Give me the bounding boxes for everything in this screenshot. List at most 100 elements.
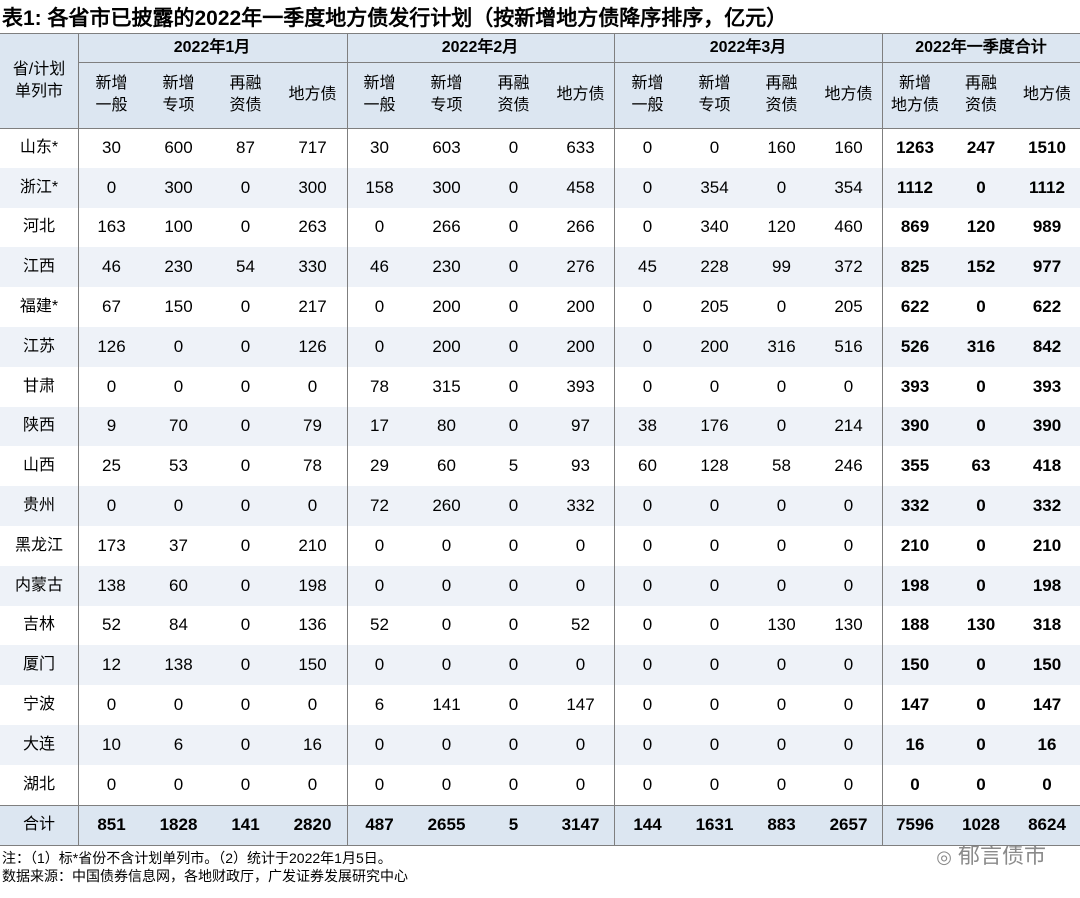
row-label: 山东*	[19, 138, 59, 156]
table-cell: 0	[709, 376, 720, 396]
table-cell: 0	[508, 615, 519, 635]
table-cell: 0	[240, 655, 251, 675]
table-cell: 67	[102, 297, 121, 317]
subheader: 新增 专项	[145, 62, 212, 128]
row-label: 江苏	[22, 337, 55, 355]
row-stripe	[0, 725, 1080, 765]
subheader: 新增 一般	[78, 62, 145, 128]
table-cell: 318	[1032, 615, 1062, 635]
table-cell: 160	[767, 137, 796, 157]
table-cell: 0	[843, 734, 854, 754]
table-cell: 0	[106, 496, 117, 516]
table-cell: 0	[575, 774, 586, 794]
table-cell: 0	[374, 336, 385, 356]
table-cell: 210	[298, 535, 327, 555]
table-cell: 0	[441, 655, 452, 675]
table-cell: 205	[834, 297, 863, 317]
table-cell: 1112	[1029, 177, 1065, 197]
table-cell: 247	[966, 137, 996, 157]
row-label: 黑龙江	[14, 536, 63, 554]
table-cell: 147	[566, 695, 595, 715]
table-cell: 173	[97, 535, 126, 555]
corner-line: 省/计划	[12, 60, 66, 78]
table-cell: 84	[169, 615, 188, 635]
subheader-line: 再融	[497, 75, 530, 92]
table-cell: 210	[1032, 535, 1062, 555]
subheader-line: 新增	[363, 75, 396, 92]
table-cell: 78	[370, 376, 389, 396]
table-cell: 8624	[1028, 814, 1066, 834]
table-cell: 603	[432, 137, 461, 157]
table-cell: 0	[776, 297, 787, 317]
table-cell: 144	[633, 814, 662, 834]
table-cell: 0	[508, 774, 519, 794]
table-cell: 372	[834, 257, 863, 277]
table-cell: 516	[834, 336, 863, 356]
table-cell: 0	[642, 774, 653, 794]
table-cell: 332	[566, 496, 595, 516]
table-cell: 2655	[427, 814, 466, 834]
row-label: 内蒙古	[14, 576, 63, 594]
table-cell: 458	[566, 177, 595, 197]
table-cell: 138	[164, 655, 193, 675]
row-label: 陕西	[22, 417, 55, 435]
table-cell: 198	[298, 575, 327, 595]
table-cell: 45	[638, 257, 657, 277]
table-cell: 0	[709, 535, 720, 555]
table-cell: 390	[1032, 416, 1062, 436]
table-cell: 60	[169, 575, 188, 595]
table-cell: 53	[169, 456, 188, 476]
table-cell: 1828	[159, 814, 198, 834]
table-cell: 869	[900, 217, 930, 237]
table-cell: 46	[370, 257, 389, 277]
table-cell: 0	[508, 297, 519, 317]
table-cell: 188	[900, 615, 930, 635]
table-cell: 851	[97, 814, 126, 834]
rule	[0, 804, 1080, 806]
table-cell: 93	[571, 456, 590, 476]
table-cell: 38	[638, 416, 657, 436]
table-cell: 80	[437, 416, 456, 436]
rule	[0, 128, 1080, 129]
table-cell: 526	[900, 336, 930, 356]
table-cell: 0	[575, 655, 586, 675]
table-cell: 17	[370, 416, 389, 436]
table-cell: 989	[1032, 217, 1062, 237]
table-cell: 0	[240, 695, 251, 715]
table-cell: 16	[1037, 734, 1057, 754]
table-cell: 332	[1032, 496, 1062, 516]
table-cell: 37	[169, 535, 188, 555]
table-cell: 622	[1032, 297, 1062, 317]
row-stripe	[0, 167, 1080, 208]
table-cell: 46	[102, 257, 121, 277]
table-cell: 0	[843, 535, 854, 555]
table-cell: 600	[164, 137, 193, 157]
subheader: 新增 专项	[681, 62, 748, 128]
table-cell: 0	[776, 535, 787, 555]
table-cell: 0	[106, 177, 117, 197]
row-label: 江西	[22, 258, 55, 276]
group-header: 2022年一季度合计	[915, 38, 1047, 56]
table-cell: 0	[776, 774, 787, 794]
table-cell: 0	[709, 615, 720, 635]
table-cell: 5	[508, 814, 519, 834]
rule	[78, 62, 1080, 63]
wechat-icon: ◎	[936, 847, 952, 867]
source-note: 数据来源：中国债券信息网，各地财政厅，广发证券发展研究中心	[2, 868, 408, 884]
table-cell: 0	[776, 734, 787, 754]
table-cell: 0	[642, 695, 653, 715]
table-cell: 6	[173, 734, 184, 754]
table-cell: 354	[700, 177, 729, 197]
table-cell: 0	[575, 535, 586, 555]
table-cell: 300	[432, 177, 461, 197]
table-cell: 0	[106, 376, 117, 396]
table-cell: 0	[642, 615, 653, 635]
row-label: 河北	[22, 218, 55, 236]
table-cell: 0	[976, 734, 986, 754]
subheader-line: 新增	[898, 75, 931, 92]
table-cell: 0	[374, 217, 385, 237]
table-cell: 9	[106, 416, 117, 436]
row-stripe	[0, 247, 1080, 288]
table-cell: 29	[370, 456, 389, 476]
